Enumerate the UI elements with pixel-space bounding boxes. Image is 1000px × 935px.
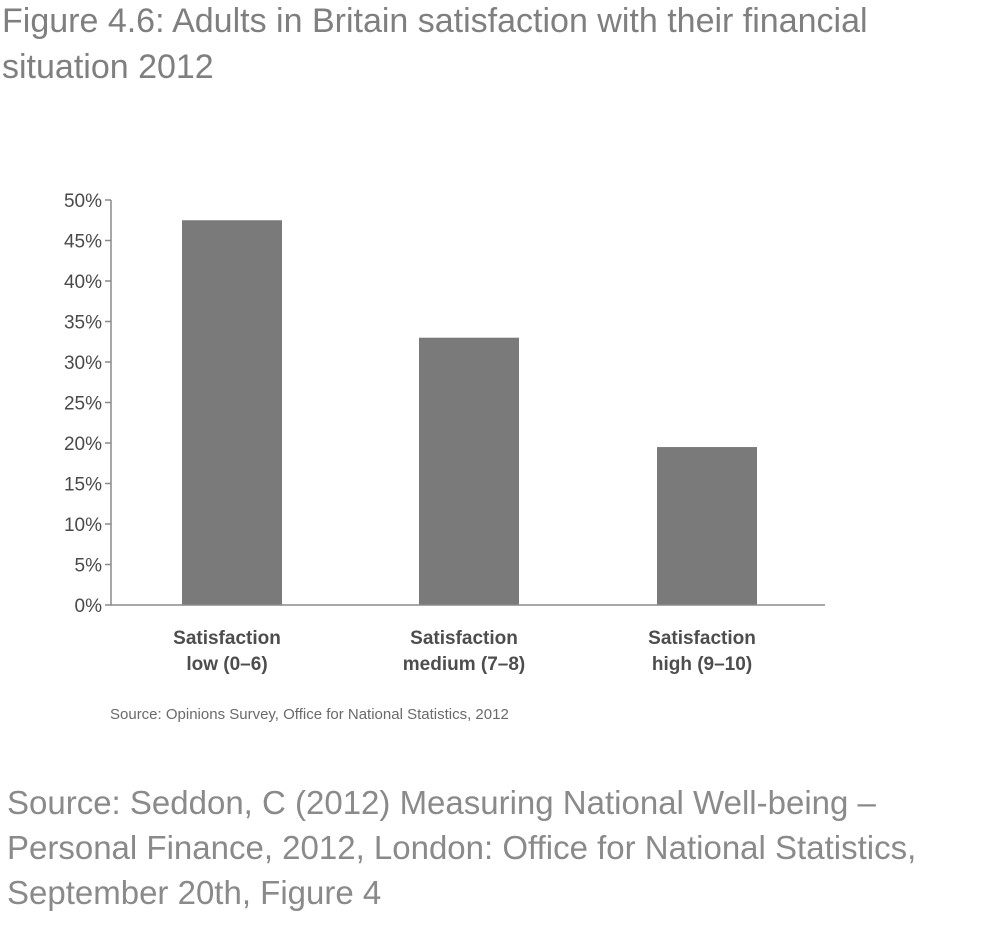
y-tick-label: 40% [64, 272, 102, 293]
category-label: high (9–10) [652, 654, 752, 675]
bar-1 [182, 220, 282, 605]
y-tick-label: 10% [64, 515, 102, 536]
y-axis-ticks: 0% 5% 10% 15% 20% 25% 30% 35% 40% 45% 50% [64, 191, 111, 617]
category-label: low (0–6) [186, 654, 267, 675]
y-tick-label: 45% [64, 232, 102, 253]
y-tick-label: 25% [64, 394, 102, 415]
chart-source-note: Source: Opinions Survey, Office for Nati… [110, 706, 509, 723]
y-tick-label: 30% [64, 353, 102, 374]
y-tick-label: 50% [64, 191, 102, 212]
bar-chart: 0% 5% 10% 15% 20% 25% 30% 35% 40% 45% 50% Satisfac… [64, 191, 825, 675]
y-tick-label: 20% [64, 434, 102, 455]
bar-2 [419, 337, 519, 605]
category-label: medium (7–8) [403, 654, 525, 675]
y-tick-label: 35% [64, 313, 102, 334]
x-axis-categories: Satisfaction low (0–6) Satisfaction medium … [173, 628, 756, 675]
y-tick-label: 0% [75, 596, 103, 617]
category-label: Satisfaction [173, 628, 281, 649]
figure-title: Figure 4.6: Adults in Britain satisfacti… [2, 2, 868, 86]
y-tick-label: 15% [64, 475, 102, 496]
category-label: Satisfaction [410, 628, 518, 649]
y-tick-label: 5% [75, 556, 103, 577]
citation-text: Source: Seddon, C (2012) Measuring Natio… [7, 784, 917, 911]
bars [182, 220, 757, 605]
bar-3 [657, 447, 757, 605]
category-label: Satisfaction [648, 628, 756, 649]
